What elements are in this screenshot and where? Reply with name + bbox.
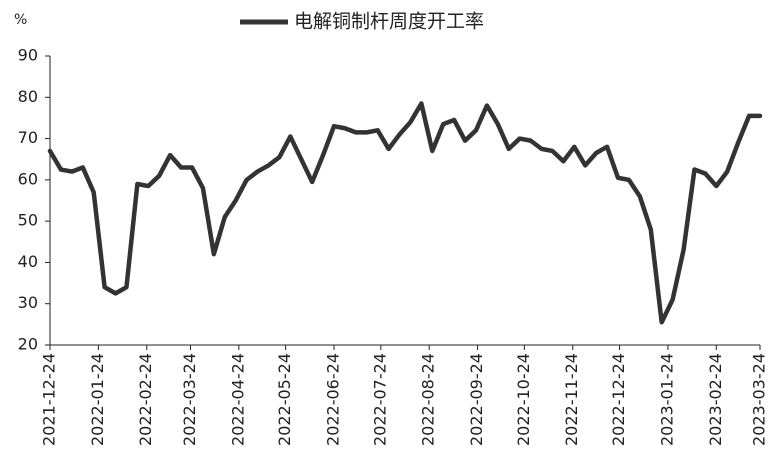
- x-tick-label: 2021-12-24: [40, 353, 59, 446]
- y-tick-label: 70: [18, 128, 38, 147]
- data-line: [47, 101, 763, 325]
- y-tick-label: 90: [18, 46, 38, 65]
- x-tick-label: 2022-11-24: [562, 353, 581, 446]
- x-tick-label: 2023-03-24: [750, 353, 769, 446]
- y-tick-label: 40: [18, 252, 38, 271]
- y-tick-label: 60: [18, 169, 38, 188]
- x-tick-label: 2022-12-24: [609, 353, 628, 446]
- y-tick-label: 20: [18, 335, 38, 354]
- x-tick-label: 2022-07-24: [370, 353, 389, 446]
- x-tick-label: 2022-01-24: [88, 353, 107, 446]
- x-tick-label: 2022-03-24: [180, 353, 199, 446]
- y-tick-label: 30: [18, 293, 38, 312]
- y-tick-label: 50: [18, 211, 38, 230]
- x-tick-label: 2022-10-24: [514, 353, 533, 446]
- x-tick-label: 2022-06-24: [324, 353, 343, 446]
- legend-label: 电解铜制杆周度开工率: [294, 11, 484, 33]
- y-unit: %: [14, 12, 27, 28]
- x-tick-label: 2022-09-24: [467, 353, 486, 446]
- x-tick-label: 2022-08-24: [419, 353, 438, 446]
- x-tick-label: 2022-04-24: [228, 353, 247, 446]
- x-tick-label: 2022-05-24: [275, 353, 294, 446]
- y-tick-label: 80: [18, 87, 38, 106]
- x-tick-label: 2023-01-24: [657, 353, 676, 446]
- x-tick-label: 2022-02-24: [136, 353, 155, 446]
- x-tick-label: 2023-02-24: [706, 353, 725, 446]
